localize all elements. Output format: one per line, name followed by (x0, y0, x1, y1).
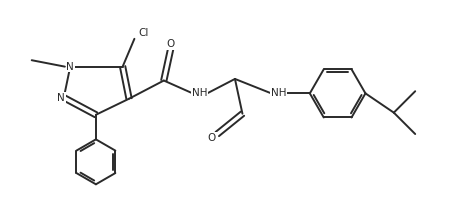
Text: O: O (207, 133, 216, 143)
Text: N: N (66, 62, 74, 72)
Text: Cl: Cl (138, 28, 149, 39)
Text: NH: NH (192, 88, 207, 98)
Text: O: O (166, 39, 175, 49)
Text: NH: NH (270, 88, 286, 98)
Text: N: N (57, 93, 65, 103)
